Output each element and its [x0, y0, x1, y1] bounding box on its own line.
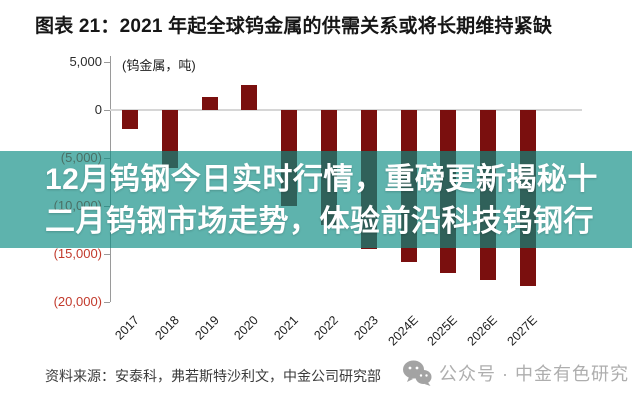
chart-unit-label: (钨金属，吨): [122, 58, 196, 73]
figure-title: 图表 21：2021 年起全球钨金属的供需关系或将长期维持紧缺: [35, 16, 553, 37]
y-axis-tick: [104, 302, 110, 303]
promo-text-line-1: 12月钨钢今日实时行情，重磅更新揭秘十: [45, 163, 598, 196]
promo-overlay-banner: 12月钨钢今日实时行情，重磅更新揭秘十 二月钨钢市场走势，体验前沿科技钨钢行: [0, 151, 632, 248]
y-axis-tick: [104, 254, 110, 255]
bar-2020: [241, 85, 258, 110]
y-tick-label: (20,000): [53, 294, 102, 309]
bar-2017: [121, 110, 138, 130]
zero-gridline: [110, 109, 582, 111]
y-tick-label: (15,000): [53, 246, 102, 261]
y-axis-tick: [104, 110, 110, 111]
y-tick-label: 0: [94, 102, 102, 117]
bar-2019: [201, 96, 218, 110]
wechat-watermark: 公众号 · 中金有色研究: [402, 359, 629, 387]
y-axis-tick: [104, 62, 110, 63]
promo-text-line-2: 二月钨钢市场走势，体验前沿科技钨钢行: [45, 205, 594, 238]
wechat-icon: [402, 359, 432, 387]
source-attribution: 资料来源：安泰科，弗若斯特沙利文，中金公司研究部: [45, 368, 381, 384]
wechat-account-name: 公众号 · 中金有色研究: [439, 364, 629, 384]
y-tick-label: 5,000: [69, 54, 102, 69]
